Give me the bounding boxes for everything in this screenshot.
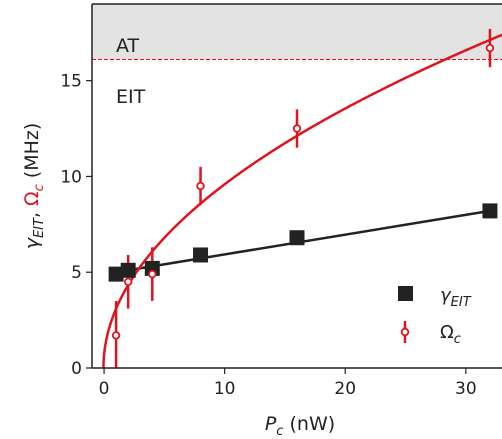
legend-label-gamma: γEIT <box>440 285 472 310</box>
x-tick-label: 10 <box>214 379 236 399</box>
plot-layer <box>102 28 502 368</box>
x-axis-title: Pc (nW) <box>265 413 335 439</box>
y-title-gamma-sub: EIT <box>32 217 47 238</box>
omega-data-point <box>148 269 157 279</box>
y-tick-label: 5 <box>71 263 82 283</box>
gamma-data-point <box>120 262 136 278</box>
y-title-omega-sub: c <box>32 184 47 191</box>
y-tick-label: 0 <box>71 359 82 379</box>
y-title-unit: (MHz) <box>21 123 43 185</box>
x-title-subscript: c <box>276 424 283 439</box>
gamma-data-point <box>144 260 160 276</box>
legend-gamma-subscript: EIT <box>451 295 472 310</box>
gamma-data-point <box>482 203 498 219</box>
omega-data-point <box>123 277 133 286</box>
omega-data-point <box>196 181 205 191</box>
legend: γEIT Ωc <box>398 285 472 347</box>
y-title-separator: , <box>21 206 43 218</box>
omega-data-point <box>485 43 495 53</box>
region-label-at: AT <box>116 35 140 57</box>
omega-data-point <box>292 124 302 133</box>
y-tick-label: 15 <box>60 72 82 92</box>
x-tick-label: 30 <box>455 379 477 399</box>
legend-marker-gamma <box>398 286 413 301</box>
axes: 0 10 20 30 0 5 10 15 <box>60 3 502 399</box>
legend-omega-symbol: Ω <box>440 322 454 343</box>
y-axis-title: γEIT, Ωc (MHz) <box>21 123 47 250</box>
legend-marker-omega <box>400 327 410 337</box>
legend-label-omega: Ωc <box>440 322 461 347</box>
omega-fit-curve <box>102 33 502 368</box>
legend-gamma-symbol: γ <box>440 285 452 306</box>
region-label-eit: EIT <box>116 86 146 108</box>
gamma-data-point <box>108 266 124 282</box>
x-title-symbol: P <box>265 413 277 435</box>
at-region <box>92 4 502 60</box>
omega-data-point <box>111 331 121 340</box>
legend-omega-subscript: c <box>454 332 461 347</box>
gamma-data-point <box>193 247 209 263</box>
x-tick-label: 0 <box>99 379 110 399</box>
y-title-omega: Ω <box>21 191 43 206</box>
x-title-unit: (nW) <box>283 413 335 435</box>
x-tick-label: 20 <box>334 379 356 399</box>
y-tick-label: 10 <box>60 167 82 187</box>
gamma-data-point <box>289 230 305 246</box>
y-title-gamma: γ <box>21 236 43 249</box>
